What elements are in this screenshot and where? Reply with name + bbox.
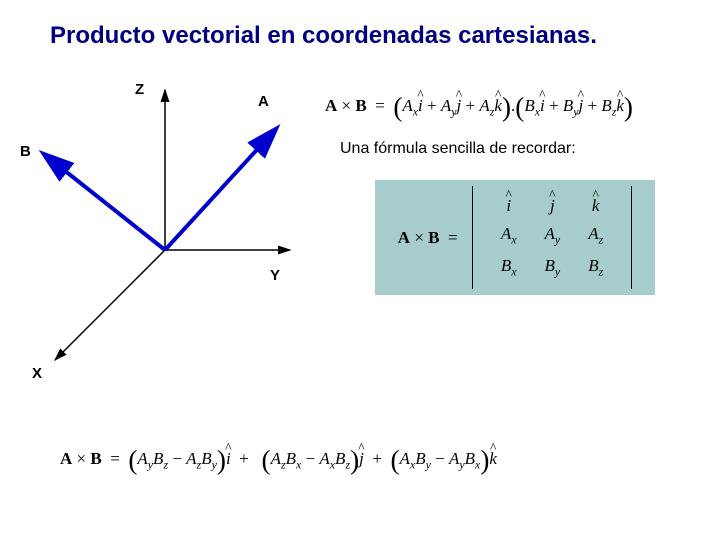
vector-diagram: Z A B Y X (20, 75, 310, 375)
equation-expansion: A × B = (Axi + Ayj + Azk).(Bxi + Byj + B… (325, 92, 633, 123)
determinant-formula: A × B = i j k Ax Ay Az Bx By Bz (375, 180, 655, 295)
axis-x (55, 250, 165, 360)
label-z: Z (135, 81, 144, 98)
vector-b (45, 155, 165, 250)
vector-a (165, 130, 275, 250)
page-title: Producto vectorial en coordenadas cartes… (50, 22, 597, 50)
label-y: Y (270, 267, 280, 284)
label-b: B (20, 143, 31, 160)
equation-result: A × B = (AyBz − AzBy)i + (AzBx − AxBz)j … (60, 445, 497, 476)
label-x: X (32, 365, 42, 382)
subtitle-text: Una fórmula sencilla de recordar: (340, 140, 576, 158)
label-a: A (258, 93, 269, 110)
